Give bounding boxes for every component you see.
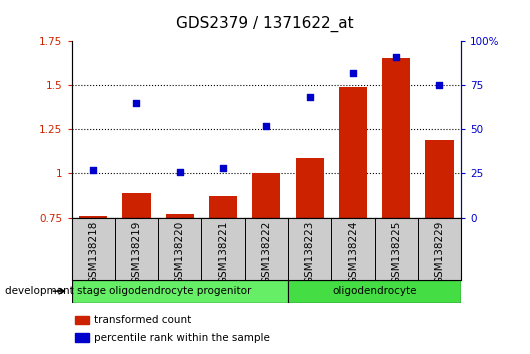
Bar — [209, 196, 237, 218]
Text: percentile rank within the sample: percentile rank within the sample — [94, 333, 270, 343]
Bar — [75, 316, 89, 324]
Text: GSM138219: GSM138219 — [131, 221, 142, 284]
Bar — [166, 214, 194, 218]
Point — [305, 95, 314, 100]
Text: oligodendrocyte progenitor: oligodendrocyte progenitor — [109, 286, 251, 296]
Point — [132, 100, 141, 105]
Point — [219, 165, 227, 171]
Bar — [122, 193, 151, 218]
Bar — [296, 158, 324, 218]
Text: GSM138224: GSM138224 — [348, 221, 358, 284]
Point — [435, 82, 444, 88]
Text: GSM138222: GSM138222 — [261, 221, 271, 284]
Bar — [75, 333, 89, 342]
Point — [175, 169, 184, 175]
Text: GDS2379 / 1371622_at: GDS2379 / 1371622_at — [176, 16, 354, 32]
Bar — [72, 280, 288, 303]
Bar — [252, 173, 280, 218]
Text: GSM138220: GSM138220 — [175, 221, 185, 284]
Bar — [288, 280, 461, 303]
Point — [262, 123, 270, 129]
Point — [89, 167, 98, 173]
Text: GSM138223: GSM138223 — [305, 221, 315, 284]
Text: development stage: development stage — [5, 286, 107, 296]
Text: GSM138225: GSM138225 — [391, 221, 401, 284]
Point — [392, 54, 401, 59]
Point — [349, 70, 357, 75]
Bar — [339, 87, 367, 218]
Text: oligodendrocyte: oligodendrocyte — [332, 286, 417, 296]
Bar — [426, 140, 454, 218]
Text: transformed count: transformed count — [94, 315, 191, 325]
Text: GSM138229: GSM138229 — [435, 221, 445, 284]
Bar — [382, 58, 410, 218]
Text: GSM138218: GSM138218 — [88, 221, 98, 284]
Bar — [79, 216, 107, 218]
Text: GSM138221: GSM138221 — [218, 221, 228, 284]
